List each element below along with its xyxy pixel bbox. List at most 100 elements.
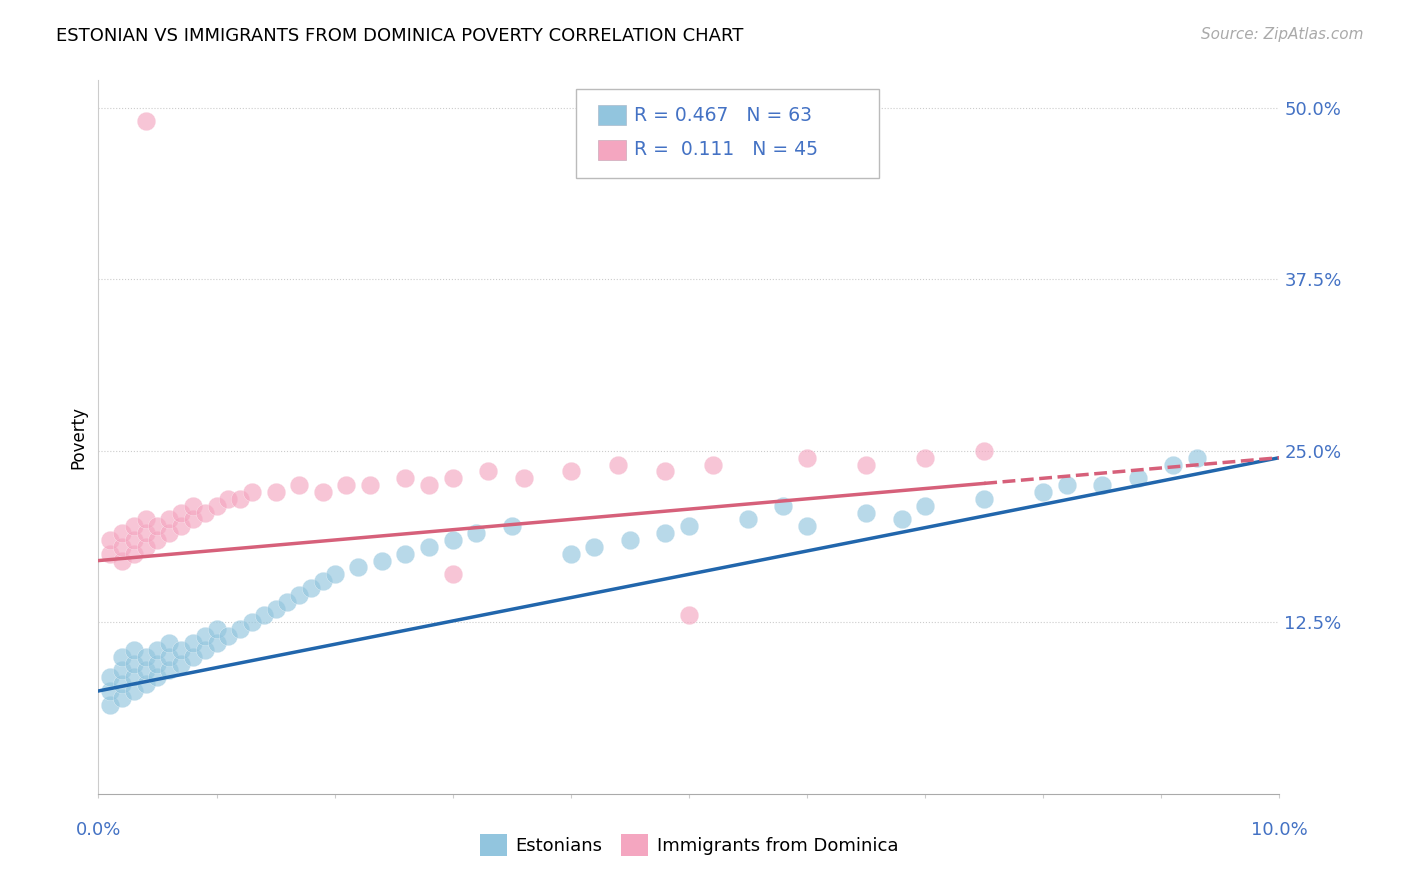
Point — [607, 458, 630, 472]
Point — [772, 499, 794, 513]
Point — [394, 471, 416, 485]
Point — [418, 540, 440, 554]
Point — [335, 478, 357, 492]
Point — [1161, 458, 1184, 472]
Point — [441, 567, 464, 582]
Point — [157, 664, 180, 678]
Point — [205, 622, 228, 636]
Y-axis label: Poverty: Poverty — [69, 406, 87, 468]
Point — [157, 636, 180, 650]
Point — [654, 526, 676, 541]
Point — [560, 547, 582, 561]
Point — [111, 553, 134, 567]
Point — [122, 684, 145, 698]
Point — [678, 519, 700, 533]
Text: R =  0.111   N = 45: R = 0.111 N = 45 — [634, 140, 818, 160]
Point — [299, 581, 322, 595]
Point — [371, 553, 394, 567]
Point — [98, 533, 121, 547]
Point — [170, 519, 193, 533]
Point — [170, 657, 193, 671]
Point — [111, 677, 134, 691]
Point — [181, 499, 204, 513]
Point — [146, 670, 169, 684]
Point — [135, 114, 157, 128]
Point — [229, 622, 252, 636]
Point — [111, 690, 134, 705]
Point — [702, 458, 724, 472]
Point — [135, 526, 157, 541]
Point — [135, 540, 157, 554]
Point — [855, 458, 877, 472]
Point — [98, 684, 121, 698]
Point — [135, 512, 157, 526]
Point — [264, 601, 287, 615]
Point — [111, 664, 134, 678]
Point — [312, 574, 335, 589]
Point — [501, 519, 523, 533]
Point — [217, 629, 239, 643]
Point — [737, 512, 759, 526]
Text: R = 0.467   N = 63: R = 0.467 N = 63 — [634, 105, 813, 125]
Point — [122, 547, 145, 561]
Point — [654, 464, 676, 478]
Point — [1126, 471, 1149, 485]
Point — [157, 649, 180, 664]
Point — [512, 471, 534, 485]
Point — [205, 636, 228, 650]
Point — [323, 567, 346, 582]
Point — [181, 636, 204, 650]
Point — [477, 464, 499, 478]
Point — [288, 588, 311, 602]
Point — [973, 443, 995, 458]
Point — [347, 560, 370, 574]
Point — [98, 670, 121, 684]
Point — [181, 649, 204, 664]
Point — [135, 649, 157, 664]
Point — [217, 491, 239, 506]
Point — [146, 642, 169, 657]
Point — [122, 670, 145, 684]
Point — [122, 657, 145, 671]
Point — [205, 499, 228, 513]
Point — [914, 499, 936, 513]
Point — [796, 519, 818, 533]
Text: 0.0%: 0.0% — [76, 821, 121, 839]
Point — [122, 533, 145, 547]
Point — [157, 526, 180, 541]
Point — [914, 450, 936, 465]
Point — [135, 664, 157, 678]
Legend: Estonians, Immigrants from Dominica: Estonians, Immigrants from Dominica — [472, 827, 905, 863]
Point — [1185, 450, 1208, 465]
Point — [194, 642, 217, 657]
Point — [890, 512, 912, 526]
Point — [157, 512, 180, 526]
Point — [1091, 478, 1114, 492]
Point — [465, 526, 488, 541]
Point — [619, 533, 641, 547]
Point — [194, 629, 217, 643]
Point — [170, 642, 193, 657]
Point — [135, 677, 157, 691]
Point — [98, 698, 121, 712]
Point — [253, 608, 276, 623]
Point — [146, 657, 169, 671]
Point — [394, 547, 416, 561]
Point — [240, 485, 263, 500]
Point — [122, 519, 145, 533]
Point — [583, 540, 606, 554]
Point — [181, 512, 204, 526]
Point — [111, 526, 134, 541]
Point — [146, 533, 169, 547]
Point — [855, 506, 877, 520]
Point — [170, 506, 193, 520]
Point — [276, 595, 298, 609]
Point — [796, 450, 818, 465]
Point — [678, 608, 700, 623]
Point — [98, 547, 121, 561]
Point — [194, 506, 217, 520]
Text: 10.0%: 10.0% — [1251, 821, 1308, 839]
Point — [312, 485, 335, 500]
Point — [146, 519, 169, 533]
Point — [111, 649, 134, 664]
